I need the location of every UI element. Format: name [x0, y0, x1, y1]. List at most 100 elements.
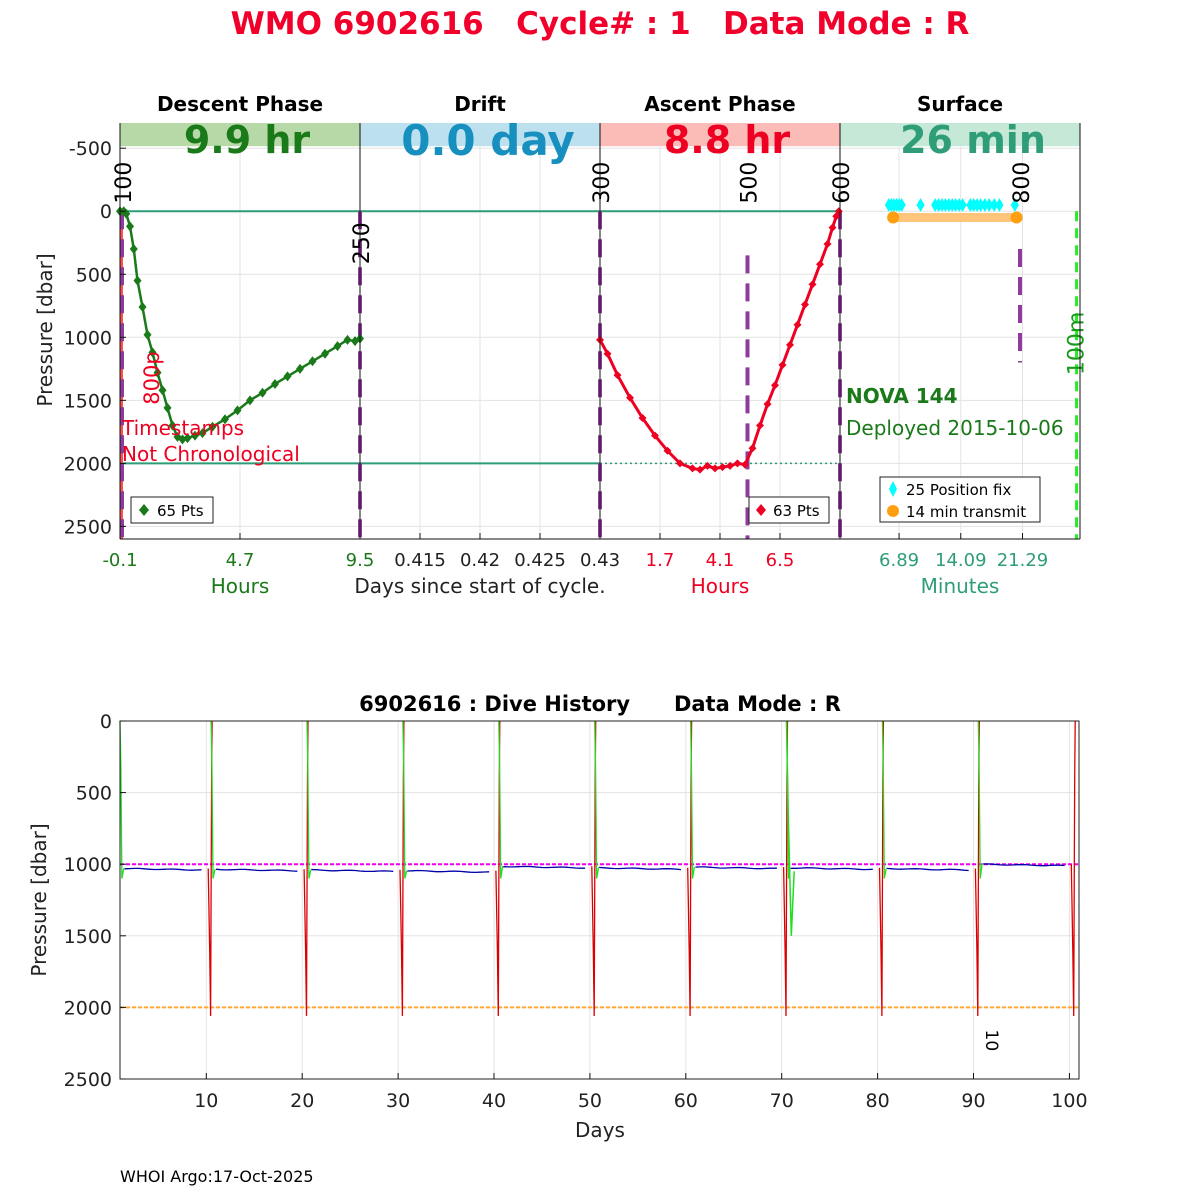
- cycle-number-label: 10: [981, 1030, 1001, 1052]
- ascent-point: [763, 400, 772, 409]
- descent-point: [333, 341, 342, 352]
- ascent-duration-banner: 8.8 hr: [664, 118, 791, 162]
- cycle-y-tick-label: 0: [100, 201, 112, 223]
- dive-history-axes: 0 500 1000 1500 2000 2500 10 20 30 40 50 60 70 80 90 10…: [64, 711, 1088, 1112]
- position-fix-point: [976, 197, 985, 212]
- marker-label-500: 500: [738, 162, 763, 204]
- park-drift-segment: [215, 868, 298, 872]
- position-fix-point: [916, 197, 925, 212]
- surface-x-tick-label: 14.09: [935, 550, 987, 571]
- surface-banner-bg: [840, 123, 1080, 147]
- history-x-tick-label: 10: [194, 1090, 218, 1112]
- ascent-legend: 63 Pts: [748, 496, 830, 524]
- float-name: NOVA 144: [846, 384, 958, 408]
- descent-trace: [881, 720, 887, 879]
- cycle-y-tick-label: 2000: [64, 453, 112, 475]
- descent-x-tick-label: 4.7: [226, 550, 255, 571]
- ascent-point: [834, 207, 843, 216]
- ascent-point: [786, 340, 794, 349]
- ascent-point: [726, 461, 734, 470]
- park-drift-segment: [311, 868, 394, 873]
- history-x-tick-label: 30: [386, 1090, 410, 1112]
- position-fix-point: [990, 197, 999, 212]
- surface-legend: 25 Position fix 14 min transmit: [879, 476, 1041, 523]
- ascent-legend-box: [748, 496, 830, 524]
- descent-point: [208, 421, 217, 432]
- page-title: WMO 6902616 Cycle# : 1 Data Mode : R: [231, 6, 970, 42]
- ascent-x-tick-label: 1.7: [646, 550, 675, 571]
- history-x-tick-label: 70: [770, 1090, 794, 1112]
- history-x-tick-label: 60: [674, 1090, 698, 1112]
- ascent-point: [711, 464, 719, 473]
- descent-point: [138, 302, 147, 313]
- ascent-point: [663, 446, 672, 455]
- deployed-date: Deployed 2015-10-06: [846, 416, 1064, 440]
- timestamps-warning-line2: Not Chronological: [122, 442, 300, 466]
- descent-point: [148, 347, 157, 358]
- ascent-point: [741, 460, 749, 469]
- descent-point: [343, 334, 352, 345]
- descent-point: [271, 378, 279, 389]
- position-fix-point: [897, 197, 906, 212]
- descent-trace: [594, 720, 600, 879]
- descent-point: [296, 363, 304, 374]
- descent-phase-title: Descent Phase: [157, 92, 323, 116]
- ascent-point: [638, 413, 647, 422]
- descent-duration-banner: 9.9 hr: [184, 118, 311, 162]
- descent-x-axis-label: Hours: [211, 574, 270, 598]
- surface-legend-box: [879, 476, 1041, 523]
- cycle-chart: 100 250 300 500 600 800 100m -500 0 500 1000 1500 2…: [33, 92, 1090, 598]
- dive-history-data: 10: [119, 720, 1079, 1052]
- ascent-point: [756, 421, 764, 430]
- ascent-point: [718, 463, 727, 472]
- park-drift-segment: [886, 867, 969, 872]
- park-drift-segment: [124, 867, 202, 871]
- descent-point: [191, 430, 199, 441]
- position-fix-point: [958, 197, 967, 212]
- descent-trace: [402, 720, 408, 879]
- descent-legend-marker: [139, 504, 149, 516]
- surface-phase-title: Surface: [917, 92, 1003, 116]
- descent-point: [246, 395, 254, 406]
- descent-legend-box: [130, 496, 214, 524]
- ascent-point: [808, 280, 817, 289]
- history-y-tick-label: 2000: [64, 997, 112, 1019]
- descent-legend: 65 Pts: [130, 496, 214, 524]
- dive-history-y-axis-label: Pressure [dbar]: [27, 823, 51, 976]
- marker-label-100m: 100m: [1065, 312, 1090, 375]
- cycle-data: 100 250 300 500 600 800 100m: [112, 162, 1090, 539]
- ascent-point: [676, 459, 684, 468]
- drift-phase-title: Drift: [454, 92, 506, 116]
- phase-banners: [120, 123, 1080, 147]
- descent-point: [168, 420, 177, 431]
- transmit-start-point: [887, 211, 900, 224]
- descent-point: [233, 405, 242, 416]
- history-y-tick-label: 500: [76, 783, 112, 805]
- surface-x-tick-label: 6.89: [879, 550, 919, 571]
- ascent-point: [603, 349, 612, 358]
- descent-point: [283, 371, 292, 382]
- cycle-x-caption: Days since start of cycle.: [354, 574, 605, 598]
- depth-setting-annotation: 800p: [140, 351, 164, 404]
- ascent-profile-line: [598, 210, 841, 472]
- history-x-tick-label: 80: [866, 1090, 890, 1112]
- marker-label-800: 800: [1010, 162, 1035, 204]
- transmit-end-point: [1010, 211, 1023, 224]
- position-fix-point: [1010, 197, 1019, 212]
- surface-duration-banner: 26 min: [900, 118, 1046, 162]
- descent-trace-anomaly: [785, 720, 795, 936]
- descent-point: [321, 348, 329, 359]
- profile-trace: [1070, 720, 1076, 1017]
- marker-label-300: 300: [590, 162, 615, 204]
- descent-point: [308, 356, 317, 367]
- dive-history-chart: 6902616 : Dive History Data Mode : R 10 …: [27, 692, 1088, 1142]
- drift-x-tick-label: 0.425: [514, 550, 566, 571]
- ascent-point: [801, 300, 809, 309]
- ascent-x-axis-label: Hours: [691, 574, 750, 598]
- history-x-tick-label: 90: [961, 1090, 985, 1112]
- history-y-tick-label: 1500: [64, 926, 112, 948]
- descent-point: [158, 385, 167, 396]
- cycle-y-axis-label: Pressure [dbar]: [33, 253, 57, 406]
- dive-history-title: 6902616 : Dive History Data Mode : R: [359, 692, 841, 716]
- position-fix-point: [995, 197, 1004, 212]
